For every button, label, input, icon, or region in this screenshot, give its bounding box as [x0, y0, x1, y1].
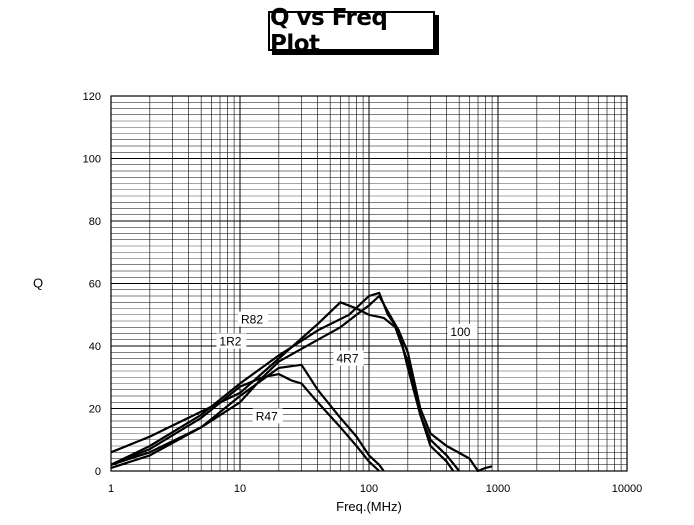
plot-frame — [110, 95, 628, 472]
series-label-4R7: 4R7 — [333, 350, 364, 366]
tick-labels: 1 10 100 1000 10000 0 20 40 60 80 100 120 — [83, 91, 643, 495]
series-label-1R2: 1R2 — [216, 333, 247, 349]
series-label-R82: R82 — [238, 311, 268, 327]
svg-text:4R7: 4R7 — [337, 352, 359, 366]
y-tick-label: 80 — [89, 216, 101, 228]
series-lines — [110, 291, 493, 473]
x-tick-label: 1 — [108, 483, 114, 495]
x-tick-label: 1000 — [486, 483, 510, 495]
y-tick-label: 20 — [89, 404, 101, 416]
svg-text:100: 100 — [450, 325, 470, 339]
series-line-100 — [110, 373, 380, 472]
y-tick-label: 100 — [83, 154, 101, 166]
x-tick-label: 100 — [360, 483, 378, 495]
series-label-R47: R47 — [252, 408, 283, 424]
grid — [110, 95, 628, 472]
series-line-4R7 — [110, 294, 493, 473]
x-tick-label: 10000 — [612, 483, 643, 495]
series-label-100: 100 — [447, 324, 478, 340]
svg-text:R82: R82 — [241, 313, 263, 327]
x-tick-label: 10 — [234, 483, 246, 495]
series-line-R47 — [110, 363, 385, 472]
series-line-1R2 — [110, 291, 455, 472]
y-tick-label: 0 — [95, 466, 101, 478]
y-tick-label: 40 — [89, 341, 101, 353]
svg-text:R47: R47 — [256, 409, 278, 423]
x-axis-label: Freq.(MHz) — [336, 499, 402, 514]
y-tick-label: 120 — [83, 91, 101, 103]
y-axis-label: Q — [33, 276, 43, 291]
y-tick-label: 60 — [89, 279, 101, 291]
svg-text:1R2: 1R2 — [219, 334, 241, 348]
